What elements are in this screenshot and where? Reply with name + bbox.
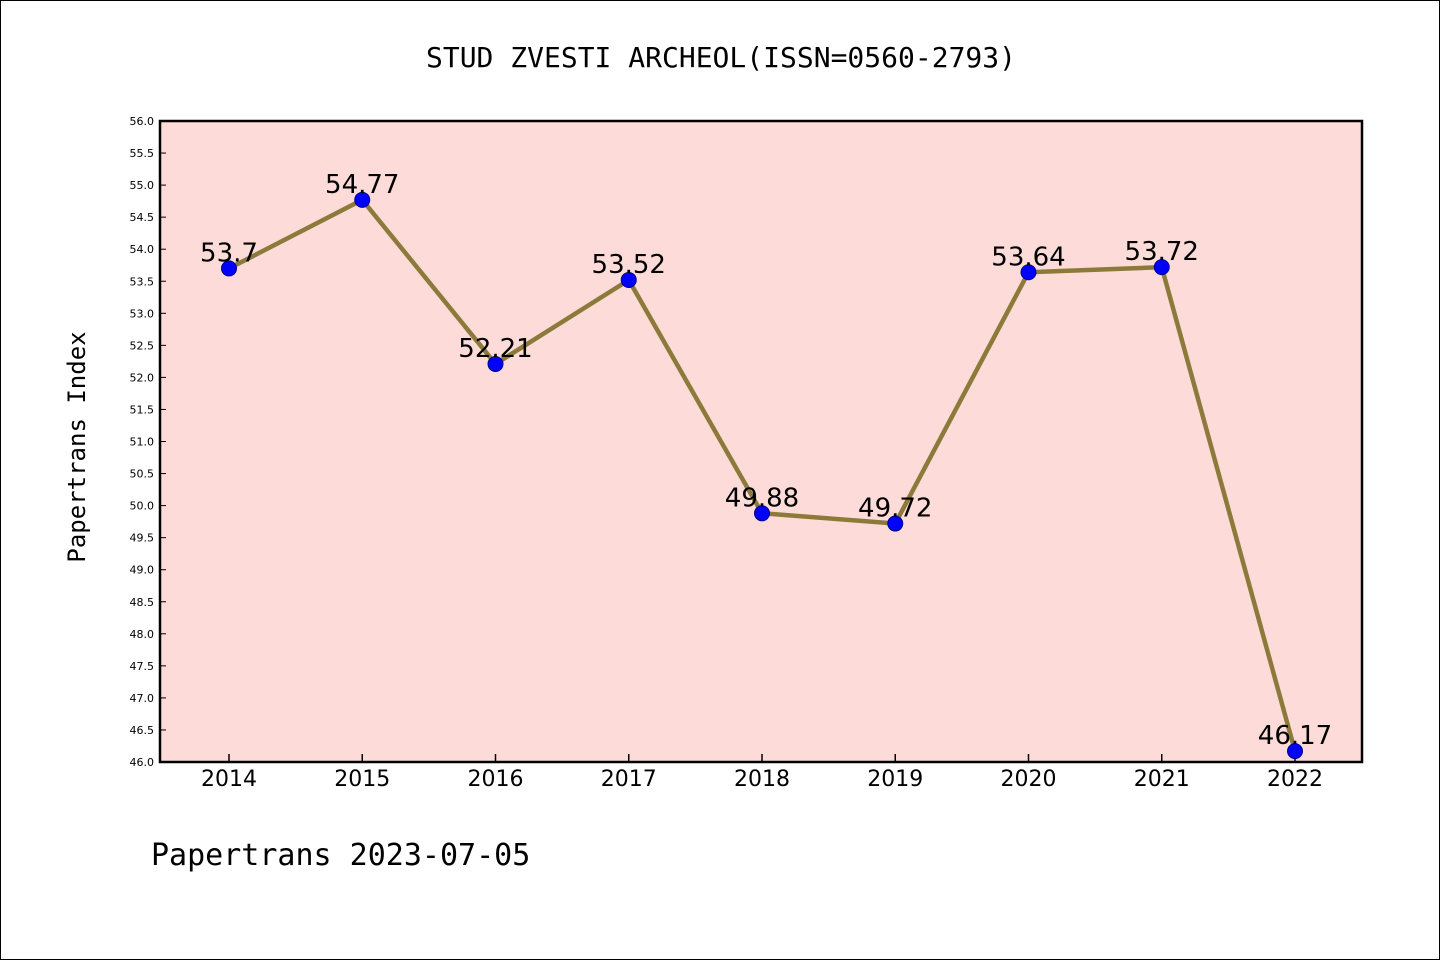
y-tick-label: 50.5 xyxy=(130,468,155,481)
data-point-marker xyxy=(620,271,637,288)
y-tick-label: 48.5 xyxy=(130,596,155,609)
data-point-marker xyxy=(1020,264,1037,281)
data-point-label: 54.77 xyxy=(325,170,399,200)
data-point-marker xyxy=(1153,259,1170,276)
chart-title: STUD ZVESTI ARCHEOL(ISSN=0560-2793) xyxy=(426,41,1016,74)
y-tick-label: 55.0 xyxy=(130,179,155,192)
y-tick-label: 47.5 xyxy=(130,660,155,673)
x-tick-label: 2015 xyxy=(334,767,390,792)
y-tick-label: 56.0 xyxy=(130,115,155,128)
y-axis-label: Papertrans Index xyxy=(63,331,91,562)
y-tick-label: 53.0 xyxy=(130,307,155,320)
y-tick-label: 49.0 xyxy=(130,564,155,577)
data-point-label: 46.17 xyxy=(1258,721,1332,751)
y-axis: 46.0 46.5 47.0 47.5 48.0 48.5 49.0 49.5 50.0 50.5… xyxy=(130,115,166,769)
data-markers xyxy=(221,191,1303,760)
x-tick-label: 2016 xyxy=(468,767,524,792)
data-point-label: 53.7 xyxy=(200,238,258,268)
y-tick-label: 51.5 xyxy=(130,403,155,416)
data-point-marker xyxy=(354,191,371,208)
x-tick-label: 2020 xyxy=(1001,767,1057,792)
data-point-marker xyxy=(887,515,904,532)
data-point-label: 49.72 xyxy=(858,494,932,524)
data-labels: 53.7 54.77 52.21 53.52 49.88 49.72 53.64 53.72 4… xyxy=(200,170,1332,751)
x-tick-label: 2019 xyxy=(867,767,923,792)
data-point-label: 49.88 xyxy=(725,483,799,513)
data-point-marker xyxy=(1287,743,1303,760)
y-tick-label: 50.0 xyxy=(130,500,155,513)
y-tick-label: 47.0 xyxy=(130,692,155,705)
plot-area xyxy=(158,119,1364,764)
y-tick-label: 46.5 xyxy=(130,724,155,737)
data-point-marker xyxy=(221,260,237,277)
y-tick-label: 48.0 xyxy=(130,628,155,641)
footer-date-text: Papertrans 2023-07-05 xyxy=(151,838,530,873)
data-point-label: 53.52 xyxy=(592,250,666,280)
x-tick-label: 2022 xyxy=(1267,767,1323,792)
x-axis: 2014 2015 2016 2017 2018 2019 2020 2021 2022 xyxy=(201,754,1323,792)
y-tick-label: 49.5 xyxy=(130,532,155,545)
y-tick-label: 52.0 xyxy=(130,371,155,384)
x-tick-label: 2021 xyxy=(1134,767,1190,792)
data-point-label: 53.72 xyxy=(1125,237,1199,267)
y-tick-label: 52.5 xyxy=(130,339,155,352)
data-point-label: 53.64 xyxy=(991,242,1065,272)
x-tick-label: 2017 xyxy=(601,767,657,792)
y-tick-label: 51.0 xyxy=(130,436,155,449)
y-tick-label: 46.0 xyxy=(130,756,155,769)
y-tick-label: 54.0 xyxy=(130,243,155,256)
data-point-marker xyxy=(754,505,770,522)
x-tick-label: 2018 xyxy=(734,767,790,792)
x-tick-label: 2014 xyxy=(201,767,257,792)
data-point-label: 52.21 xyxy=(458,334,532,364)
data-point-marker xyxy=(487,355,504,372)
y-tick-label: 53.5 xyxy=(130,275,155,288)
y-tick-label: 55.5 xyxy=(130,147,155,160)
y-tick-label: 54.5 xyxy=(130,211,155,224)
